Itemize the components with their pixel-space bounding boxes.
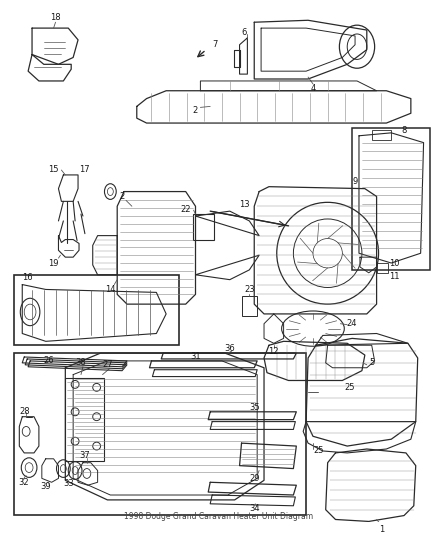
Text: 4: 4 (311, 84, 316, 93)
Text: 11: 11 (389, 272, 400, 281)
Text: 18: 18 (50, 13, 61, 22)
Text: 15: 15 (48, 165, 59, 174)
Text: 36: 36 (224, 344, 235, 353)
Bar (14, 275, 179, 345)
Text: 25: 25 (313, 447, 324, 456)
Text: 6: 6 (242, 28, 247, 37)
Text: 33: 33 (63, 479, 74, 488)
Text: 37: 37 (80, 451, 90, 461)
Text: 38: 38 (76, 358, 86, 367)
Text: 7: 7 (212, 41, 218, 49)
Text: 8: 8 (401, 126, 406, 135)
Text: 19: 19 (48, 259, 59, 268)
Text: 10: 10 (389, 259, 400, 268)
Text: 2: 2 (120, 192, 125, 201)
Text: 2: 2 (193, 106, 198, 115)
Bar (241, 296, 257, 316)
Bar (377, 263, 389, 273)
Text: 1: 1 (379, 525, 384, 533)
Bar (352, 128, 431, 270)
Bar (14, 353, 306, 514)
Text: 34: 34 (249, 504, 260, 513)
Text: 17: 17 (80, 165, 90, 174)
Text: 5: 5 (369, 358, 374, 367)
Text: 31: 31 (190, 352, 201, 361)
Text: 25: 25 (344, 383, 354, 392)
Text: 1998 Dodge Grand Caravan Heater Unit Diagram: 1998 Dodge Grand Caravan Heater Unit Dia… (124, 512, 314, 521)
Text: 22: 22 (180, 205, 191, 214)
Text: 28: 28 (19, 407, 30, 416)
Text: 9: 9 (352, 177, 357, 186)
Text: 16: 16 (22, 273, 33, 282)
Text: 14: 14 (105, 285, 116, 294)
Bar (372, 130, 391, 140)
Text: 13: 13 (239, 200, 250, 209)
Text: 27: 27 (102, 360, 113, 369)
Text: 35: 35 (249, 403, 260, 413)
Text: 26: 26 (43, 357, 54, 366)
Text: 32: 32 (18, 478, 29, 487)
Text: 12: 12 (268, 346, 279, 356)
Bar (193, 214, 214, 239)
Text: 23: 23 (244, 285, 254, 294)
Text: 29: 29 (249, 474, 259, 483)
Text: 24: 24 (347, 319, 357, 328)
Text: 39: 39 (40, 482, 51, 491)
Bar (65, 377, 105, 461)
